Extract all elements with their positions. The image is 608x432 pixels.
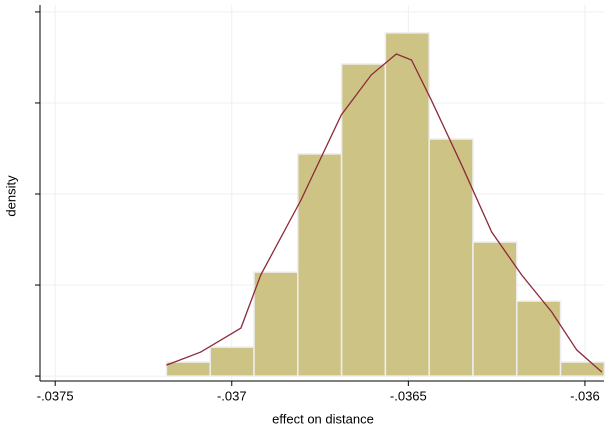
bar xyxy=(340,63,387,377)
bar xyxy=(165,361,211,377)
bar xyxy=(297,153,343,377)
y-axis-label: density xyxy=(3,175,18,217)
bar xyxy=(384,32,430,377)
bar xyxy=(209,346,255,377)
density-line xyxy=(166,53,603,373)
bar xyxy=(472,241,518,377)
bar xyxy=(516,300,562,377)
bar xyxy=(253,271,299,377)
x-tick-label: -.037 xyxy=(217,388,247,403)
x-tick-label: -.036 xyxy=(570,388,600,403)
x-tick-label: -.0375 xyxy=(37,388,74,403)
x-tick-label: -.0365 xyxy=(390,388,427,403)
x-axis-label: effect on distance xyxy=(272,411,374,426)
bar xyxy=(559,361,606,377)
